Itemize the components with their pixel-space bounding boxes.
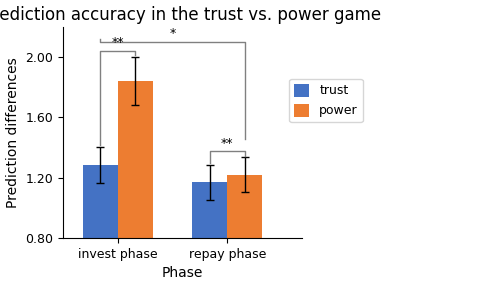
Title: Prediction accuracy in the trust vs. power game: Prediction accuracy in the trust vs. pow… (0, 5, 382, 23)
Bar (192, 182, 228, 286)
Text: *: * (170, 27, 175, 40)
Y-axis label: Prediction differences: Prediction differences (6, 57, 20, 208)
Bar (228, 175, 262, 286)
Legend: trust, power: trust, power (290, 79, 363, 122)
Bar (118, 81, 152, 286)
Bar (83, 165, 117, 286)
Text: **: ** (221, 137, 234, 150)
X-axis label: Phase: Phase (162, 267, 203, 281)
Text: **: ** (112, 36, 124, 49)
